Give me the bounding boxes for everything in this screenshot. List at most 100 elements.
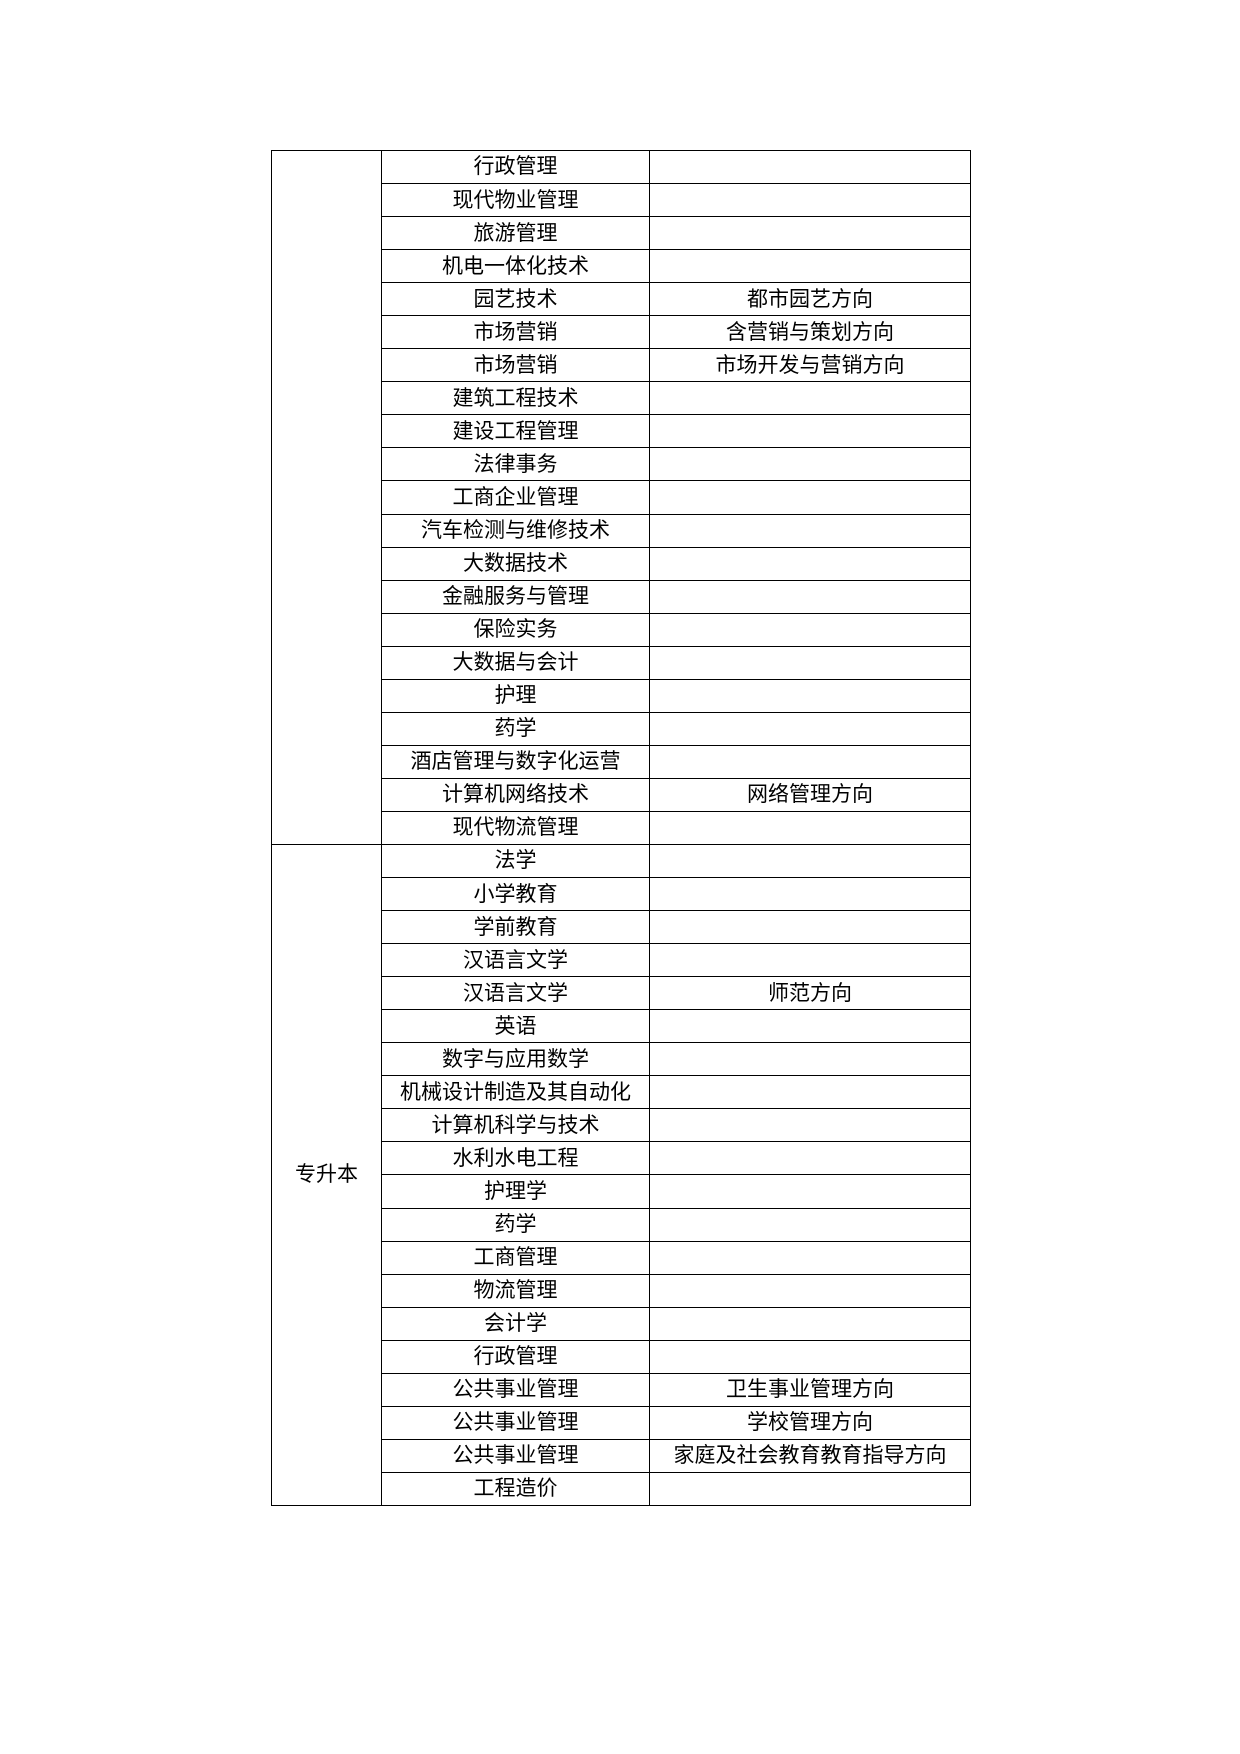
major-cell: 工商管理 [381,1240,650,1275]
table-row: 公共事业管理 卫生事业管理方向 [272,1372,971,1407]
table-row: 大数据与会计 [272,645,971,680]
direction-cell [649,645,971,680]
direction-cell [649,1240,971,1275]
major-cell: 酒店管理与数字化运营 [381,744,650,779]
table-row: 市场营销 含营销与策划方向 [272,315,971,350]
direction-cell [649,1141,971,1176]
table-row: 行政管理 [272,1339,971,1374]
major-cell: 行政管理 [381,149,650,185]
table-row: 机械设计制造及其自动化 [272,1075,971,1110]
table-row: 护理 [272,678,971,713]
table-row: 护理学 [272,1174,971,1209]
direction-cell [649,381,971,416]
direction-cell [649,1042,971,1077]
direction-cell [649,877,971,912]
direction-cell [649,1108,971,1143]
table-row: 汽车检测与维修技术 [272,513,971,548]
table-row: 现代物流管理 [272,810,971,845]
major-cell: 药学 [381,711,650,746]
direction-cell [649,1009,971,1044]
direction-cell: 含营销与策划方向 [649,315,971,350]
table-row: 专升本 法学 [271,843,971,1506]
major-cell: 汉语言文学 [381,943,650,978]
major-cell: 旅游管理 [381,216,650,251]
table-row: 机电一体化技术 [272,249,971,284]
direction-cell [649,678,971,713]
table-row: 计算机网络技术 网络管理方向 [272,777,971,812]
direction-cell: 家庭及社会教育教育指导方向 [649,1438,971,1473]
direction-cell [649,711,971,746]
direction-cell: 网络管理方向 [649,777,971,812]
table-row: 药学 [272,1207,971,1242]
major-cell: 金融服务与管理 [381,579,650,614]
table-row: 建筑工程技术 [272,381,971,416]
direction-cell [649,183,971,218]
major-cell: 数字与应用数学 [381,1042,650,1077]
direction-cell [649,1207,971,1242]
table-row: 计算机科学与技术 [272,1108,971,1143]
major-cell: 计算机科学与技术 [381,1108,650,1143]
table-row: 小学教育 [272,877,971,912]
programs-table: 行政管理 现代物业管理 旅游管理 机电一体化技术 园艺技术 都市园艺方向 市场营销 含营销与策… [271,149,971,1506]
major-cell: 现代物流管理 [381,810,650,845]
direction-cell [649,943,971,978]
major-cell: 水利水电工程 [381,1141,650,1176]
direction-cell [649,216,971,251]
table-row: 英语 [272,1009,971,1044]
major-cell: 公共事业管理 [381,1372,650,1407]
table-row: 工程造价 [272,1471,971,1506]
direction-cell [649,149,971,185]
major-cell: 学前教育 [381,910,650,945]
level-cell [271,150,382,845]
direction-cell [649,480,971,515]
major-cell: 行政管理 [381,1339,650,1374]
table-row: 药学 [272,711,971,746]
direction-cell [649,1306,971,1341]
level-cell: 专升本 [271,843,382,1506]
major-cell: 保险实务 [381,612,650,647]
major-cell: 法律事务 [381,447,650,482]
direction-cell: 市场开发与营销方向 [649,348,971,383]
major-cell: 护理学 [381,1174,650,1209]
table-row: 金融服务与管理 [272,579,971,614]
direction-cell: 卫生事业管理方向 [649,1372,971,1407]
direction-cell [649,612,971,647]
major-cell: 计算机网络技术 [381,777,650,812]
direction-cell [649,1075,971,1110]
major-cell: 英语 [381,1009,650,1044]
major-cell: 法学 [381,843,650,879]
direction-cell [649,810,971,845]
major-cell: 大数据技术 [381,546,650,581]
major-cell: 护理 [381,678,650,713]
table-row: 保险实务 [272,612,971,647]
major-cell: 建设工程管理 [381,414,650,449]
major-cell: 小学教育 [381,877,650,912]
direction-cell: 学校管理方向 [649,1405,971,1440]
direction-cell [649,546,971,581]
direction-cell: 师范方向 [649,976,971,1011]
major-cell: 汉语言文学 [381,976,650,1011]
direction-cell [649,447,971,482]
direction-cell [649,1339,971,1374]
major-cell: 机械设计制造及其自动化 [381,1075,650,1110]
direction-cell [649,579,971,614]
programs-table-body: 行政管理 现代物业管理 旅游管理 机电一体化技术 园艺技术 都市园艺方向 市场营销 含营销与策… [271,149,971,1506]
direction-cell [649,843,971,879]
table-row: 行政管理 [271,149,971,845]
major-cell: 园艺技术 [381,282,650,317]
major-cell: 工商企业管理 [381,480,650,515]
direction-cell [649,513,971,548]
direction-cell: 都市园艺方向 [649,282,971,317]
table-row: 市场营销 市场开发与营销方向 [272,348,971,383]
direction-cell [649,744,971,779]
direction-cell [649,1273,971,1308]
major-cell: 市场营销 [381,348,650,383]
direction-cell [649,1174,971,1209]
table-row: 旅游管理 [272,216,971,251]
major-cell: 物流管理 [381,1273,650,1308]
major-cell: 工程造价 [381,1471,650,1506]
table-row: 公共事业管理 家庭及社会教育教育指导方向 [272,1438,971,1473]
direction-cell [649,1471,971,1506]
major-cell: 公共事业管理 [381,1438,650,1473]
